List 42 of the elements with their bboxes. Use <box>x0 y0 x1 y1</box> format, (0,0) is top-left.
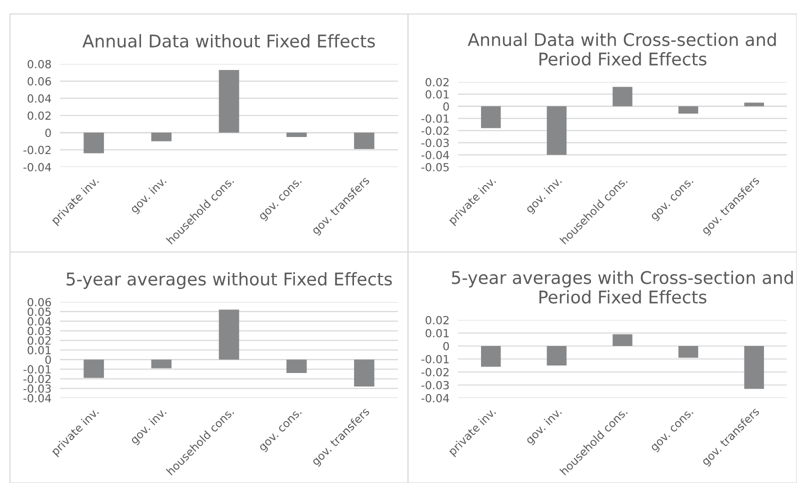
y-tick-label: 0.04 <box>28 317 52 326</box>
y-tick-label: -0.02 <box>421 126 449 135</box>
bar <box>744 102 764 106</box>
bar <box>678 106 698 114</box>
y-tick-label: -0.04 <box>23 394 52 402</box>
y-tick-label: -0.03 <box>23 384 51 393</box>
y-tick-label: 0.01 <box>28 346 51 354</box>
y-tick-label: -0.02 <box>23 146 51 154</box>
y-tick-label: -0.01 <box>23 365 51 374</box>
y-tick-label: 0 <box>443 342 449 350</box>
bar <box>612 86 632 106</box>
y-tick-label: 0.02 <box>28 111 51 120</box>
bar <box>481 106 501 128</box>
y-tick-label: 0 <box>45 356 51 364</box>
y-tick-label: 0.05 <box>28 308 51 316</box>
y-tick-label: 0.02 <box>28 336 51 345</box>
chart-title: Annual Data without Fixed Effects <box>82 34 375 48</box>
chart-title: 5-year averages without Fixed Effects <box>66 272 392 289</box>
y-tick-label: 0.01 <box>426 328 449 338</box>
y-tick-label: 0.01 <box>426 90 449 99</box>
y-tick-label: 0.02 <box>426 316 449 324</box>
y-tick-label: 0 <box>45 128 51 138</box>
y-tick-label: 0.06 <box>28 298 51 306</box>
y-tick-label: -0.04 <box>421 150 450 160</box>
y-tick-label: 0.08 <box>28 60 51 68</box>
bar <box>546 106 567 155</box>
y-tick-label: -0.01 <box>421 354 449 364</box>
chart-title: 5-year averages with Cross-section and Period Fixed Effects <box>452 270 793 304</box>
y-tick-label: -0.02 <box>421 368 449 376</box>
y-tick-label: 0.02 <box>426 78 449 86</box>
chart-title: Annual Data with Cross-section and Period Fixed Effects <box>468 32 776 66</box>
y-tick-label: 0.06 <box>28 77 51 86</box>
y-tick-label: 0.03 <box>28 326 51 336</box>
y-tick-label: 0 <box>443 102 449 111</box>
y-tick-label: -0.04 <box>421 394 450 402</box>
y-tick-label: -0.03 <box>421 138 449 148</box>
y-tick-label: -0.04 <box>23 162 52 172</box>
y-tick-label: -0.03 <box>421 380 449 390</box>
y-tick-label: 0.04 <box>28 94 52 103</box>
y-tick-label: -0.02 <box>23 374 51 384</box>
y-tick-label: -0.05 <box>421 162 449 172</box>
y-tick-label: -0.01 <box>421 114 449 123</box>
